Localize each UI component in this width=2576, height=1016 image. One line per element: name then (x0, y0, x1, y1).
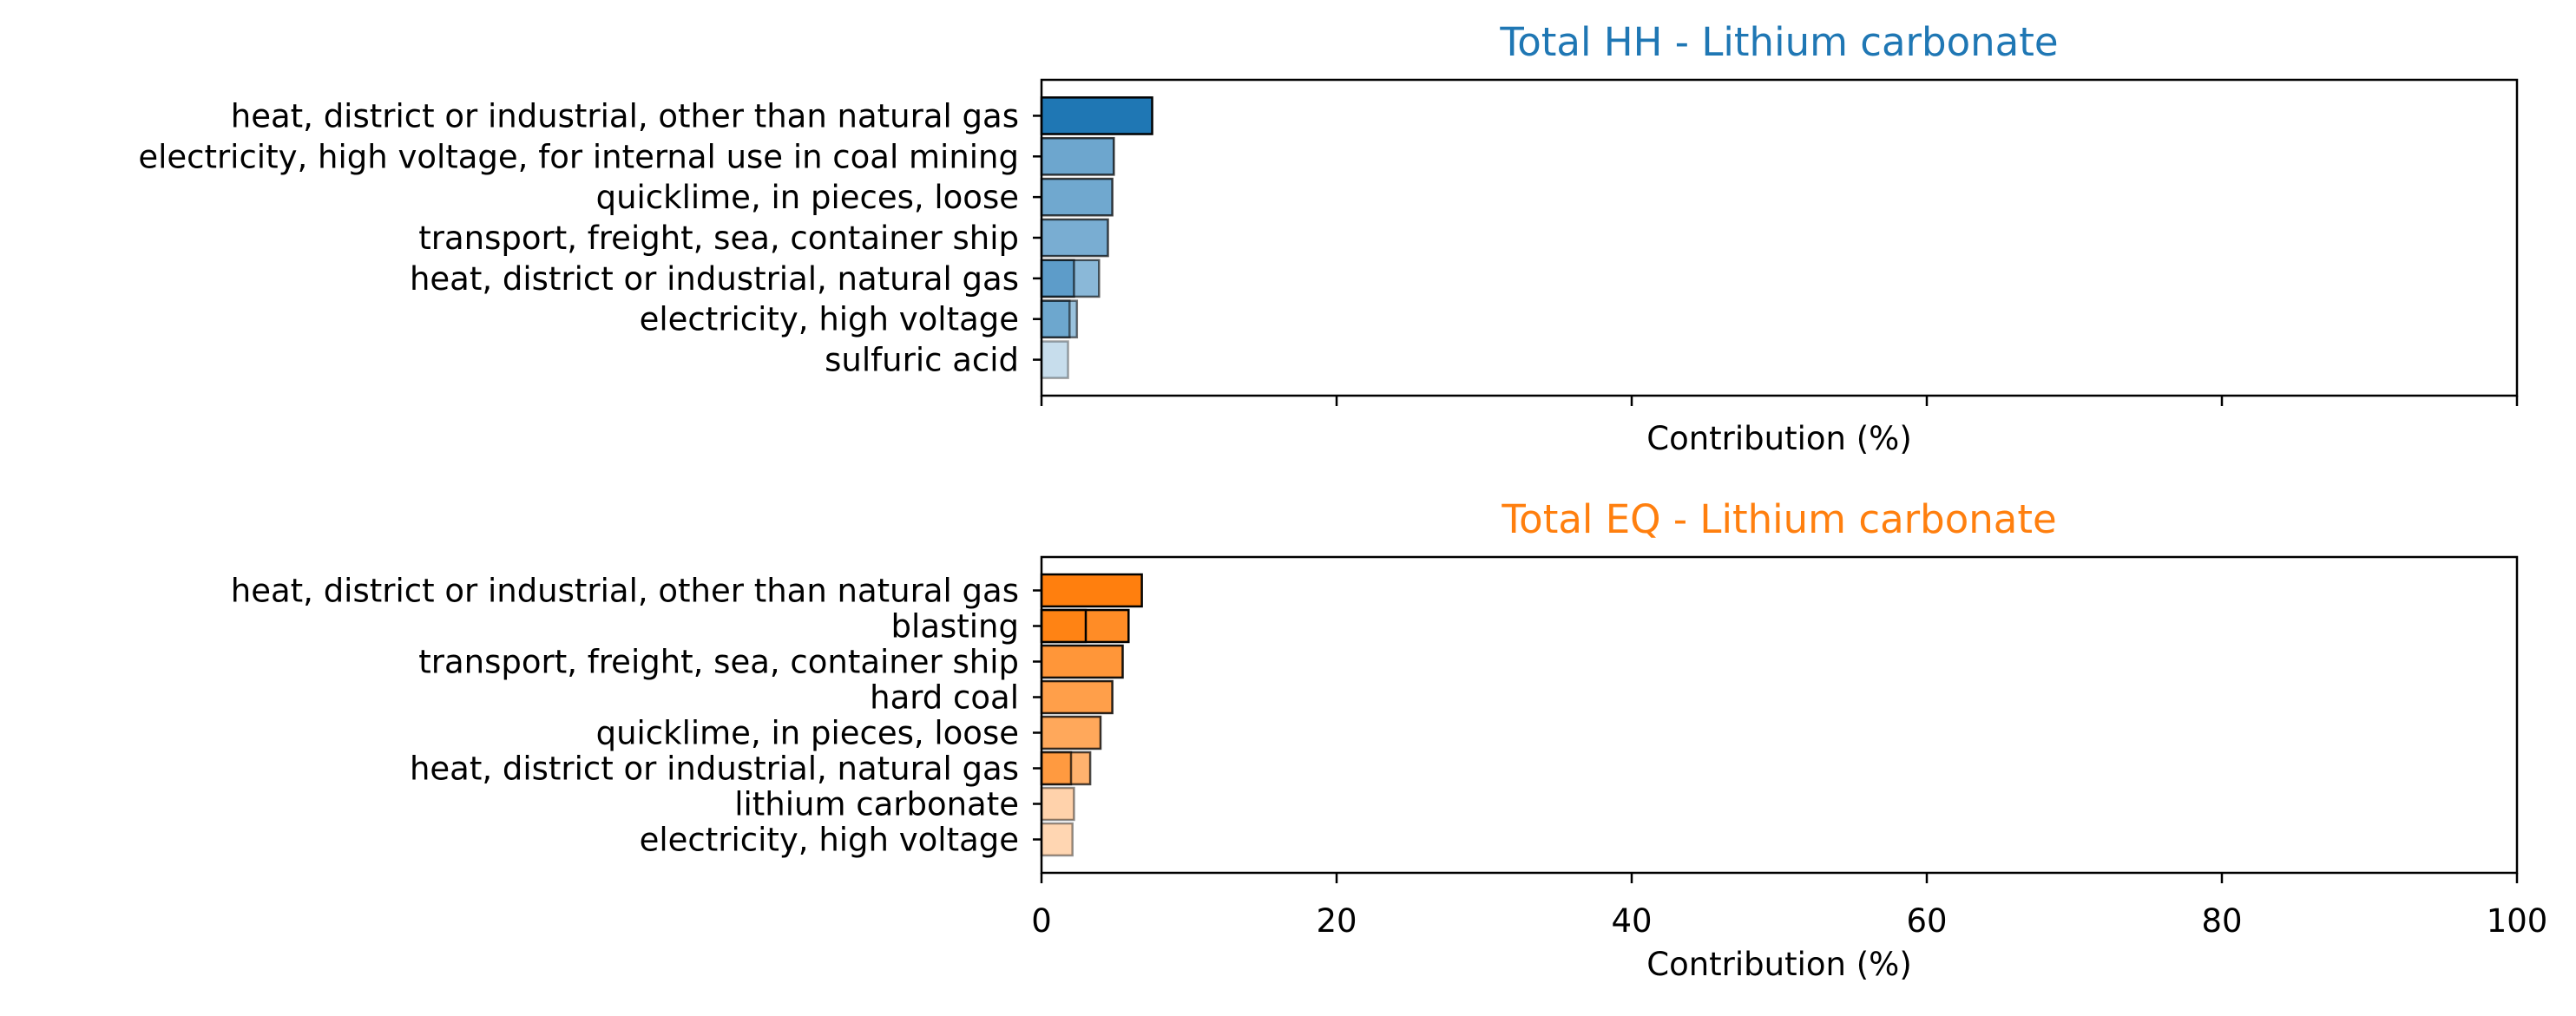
category-label-eq-3: hard coal (870, 679, 1019, 717)
bars-hh (1040, 96, 1153, 379)
bar-hh-3 (1040, 218, 1109, 258)
bar-eq-7 (1040, 822, 1074, 857)
bar-hh-6 (1040, 340, 1069, 379)
category-label-hh-1: electricity, high voltage, for internal … (138, 138, 1019, 175)
category-label-eq-5: heat, district or industrial, natural ga… (410, 751, 1019, 788)
bar-inner-hh-5 (1040, 299, 1071, 339)
plot-frame-eq (1040, 555, 2519, 875)
category-label-eq-7: electricity, high voltage (640, 822, 1019, 859)
category-label-eq-2: transport, freight, sea, container ship (418, 644, 1019, 681)
bar-inner-eq-5 (1040, 751, 1073, 786)
bar-hh-2 (1040, 177, 1114, 217)
x-tick-label-eq-3: 60 (1906, 902, 1947, 940)
category-label-hh-3: transport, freight, sea, container ship (418, 220, 1019, 257)
x-tick-label-eq-5: 100 (2487, 902, 2548, 940)
category-label-hh-0: heat, district or industrial, other than… (231, 97, 1019, 134)
bar-hh-1 (1040, 136, 1115, 176)
category-labels-hh: heat, district or industrial, other than… (138, 97, 1019, 378)
bar-eq-6 (1040, 786, 1075, 822)
category-label-eq-6: lithium carbonate (734, 786, 1019, 823)
chart-panel-eq: Total EQ - Lithium carbonate heat, distr… (231, 496, 2548, 983)
x-tick-label-eq-0: 0 (1031, 902, 1052, 940)
plot-frame-hh (1040, 78, 2519, 397)
x-tick-label-eq-2: 40 (1611, 902, 1652, 940)
bar-hh-0 (1040, 96, 1153, 135)
chart-title-hh: Total HH - Lithium carbonate (1499, 19, 2058, 65)
category-label-eq-1: blasting (891, 608, 1019, 646)
bar-inner-hh-4 (1040, 259, 1075, 298)
chart-panel-hh: Total HH - Lithium carbonate heat, distr… (138, 19, 2519, 457)
x-ticks-eq: 0 20 40 60 80 100 (1031, 589, 2548, 940)
category-label-hh-5: electricity, high voltage (640, 301, 1019, 338)
category-label-hh-6: sulfuric acid (825, 342, 1019, 379)
bar-inner-eq-1 (1040, 608, 1088, 644)
bar-eq-4 (1040, 715, 1102, 751)
chart-title-eq: Total EQ - Lithium carbonate (1501, 496, 2056, 542)
x-axis-label-hh: Contribution (%) (1646, 420, 1912, 457)
bar-eq-3 (1040, 679, 1114, 715)
x-tick-label-eq-1: 20 (1316, 902, 1357, 940)
category-label-hh-2: quicklime, in pieces, loose (596, 179, 1019, 216)
bar-eq-0 (1040, 573, 1143, 608)
bars-eq (1040, 573, 1143, 857)
category-label-eq-0: heat, district or industrial, other than… (231, 573, 1019, 610)
x-axis-label-eq: Contribution (%) (1646, 946, 1912, 983)
x-ticks-hh (1033, 115, 2519, 406)
category-label-eq-4: quicklime, in pieces, loose (596, 715, 1019, 752)
category-label-hh-4: heat, district or industrial, natural ga… (410, 260, 1019, 298)
category-labels-eq: heat, district or industrial, other than… (231, 573, 1019, 859)
bar-eq-2 (1040, 644, 1124, 679)
x-tick-label-eq-4: 80 (2201, 902, 2242, 940)
